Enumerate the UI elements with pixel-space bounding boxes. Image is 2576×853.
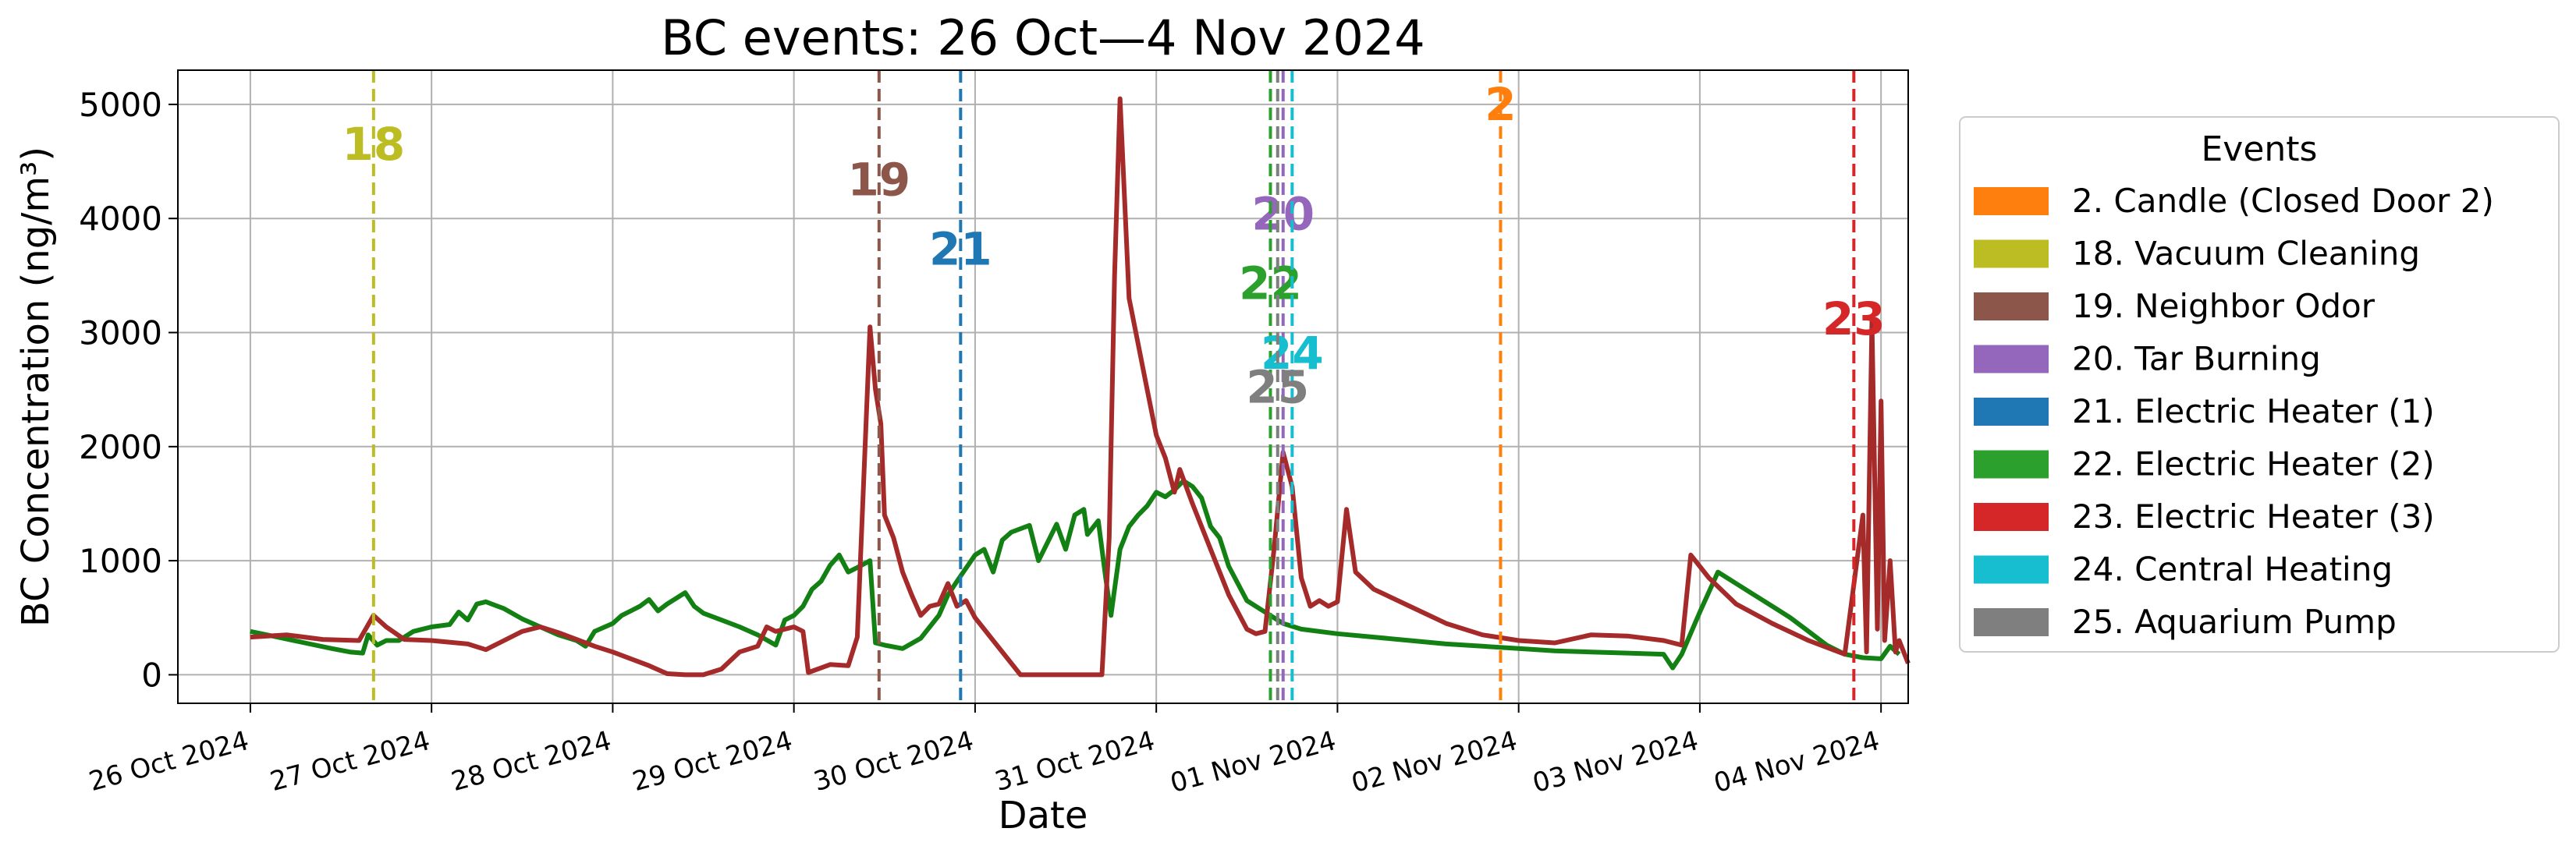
legend-swatch-2 — [1974, 187, 2049, 215]
legend-label-20: 20. Tar Burning — [2072, 340, 2321, 378]
y-tick-label: 0 — [141, 656, 162, 694]
legend-swatch-21 — [1974, 398, 2049, 426]
event-label-18: 18 — [342, 118, 405, 171]
legend: Events 2. Candle (Closed Door 2) 18. Vacu… — [1959, 116, 2560, 653]
legend-label-19: 19. Neighbor Odor — [2072, 287, 2376, 325]
series-line-2 — [250, 96, 1911, 678]
y-tick-label: 2000 — [79, 428, 162, 466]
y-axis-ticks: 0 1000 2000 3000 4000 5000 — [79, 86, 178, 694]
legend-label-2: 2. Candle (Closed Door 2) — [2072, 182, 2494, 220]
legend-swatch-24 — [1974, 555, 2049, 584]
x-axis-label: Date — [999, 794, 1088, 837]
legend-frame — [1959, 116, 2560, 653]
y-tick-label: 4000 — [79, 200, 162, 238]
legend-label-25: 25. Aquarium Pump — [2072, 603, 2397, 641]
legend-swatch-25 — [1974, 608, 2049, 636]
legend-swatch-22 — [1974, 450, 2049, 479]
y-tick-label: 5000 — [79, 86, 162, 124]
event-label-23: 23 — [1822, 292, 1886, 345]
legend-title: Events — [2202, 129, 2318, 169]
legend-label-23: 23. Electric Heater (3) — [2072, 497, 2435, 536]
legend-swatch-18 — [1974, 239, 2049, 268]
legend-swatch-20 — [1974, 345, 2049, 373]
legend-label-18: 18. Vacuum Cleaning — [2072, 235, 2420, 273]
legend-swatch-19 — [1974, 292, 2049, 320]
legend-swatch-23 — [1974, 503, 2049, 531]
event-label-24: 24 — [1261, 327, 1324, 380]
y-tick-label: 3000 — [79, 314, 162, 352]
y-axis-label: BC Concentration (ng/m³) — [14, 147, 58, 627]
event-label-21: 21 — [929, 223, 992, 276]
gridlines — [178, 70, 1908, 703]
event-label-20: 20 — [1251, 187, 1315, 240]
event-label-19: 19 — [847, 153, 910, 206]
plot-area — [250, 96, 1911, 678]
event-label-2: 2 — [1485, 78, 1516, 131]
event-label-25: 25 — [1246, 361, 1309, 414]
y-tick-label: 1000 — [79, 542, 162, 580]
legend-label-22: 22. Electric Heater (2) — [2072, 445, 2435, 483]
legend-label-21: 21. Electric Heater (1) — [2072, 392, 2435, 430]
legend-label-24: 24. Central Heating — [2072, 550, 2393, 589]
plot-frame — [177, 69, 1909, 704]
chart-title: BC events: 26 Oct—4 Nov 2024 — [661, 9, 1425, 66]
